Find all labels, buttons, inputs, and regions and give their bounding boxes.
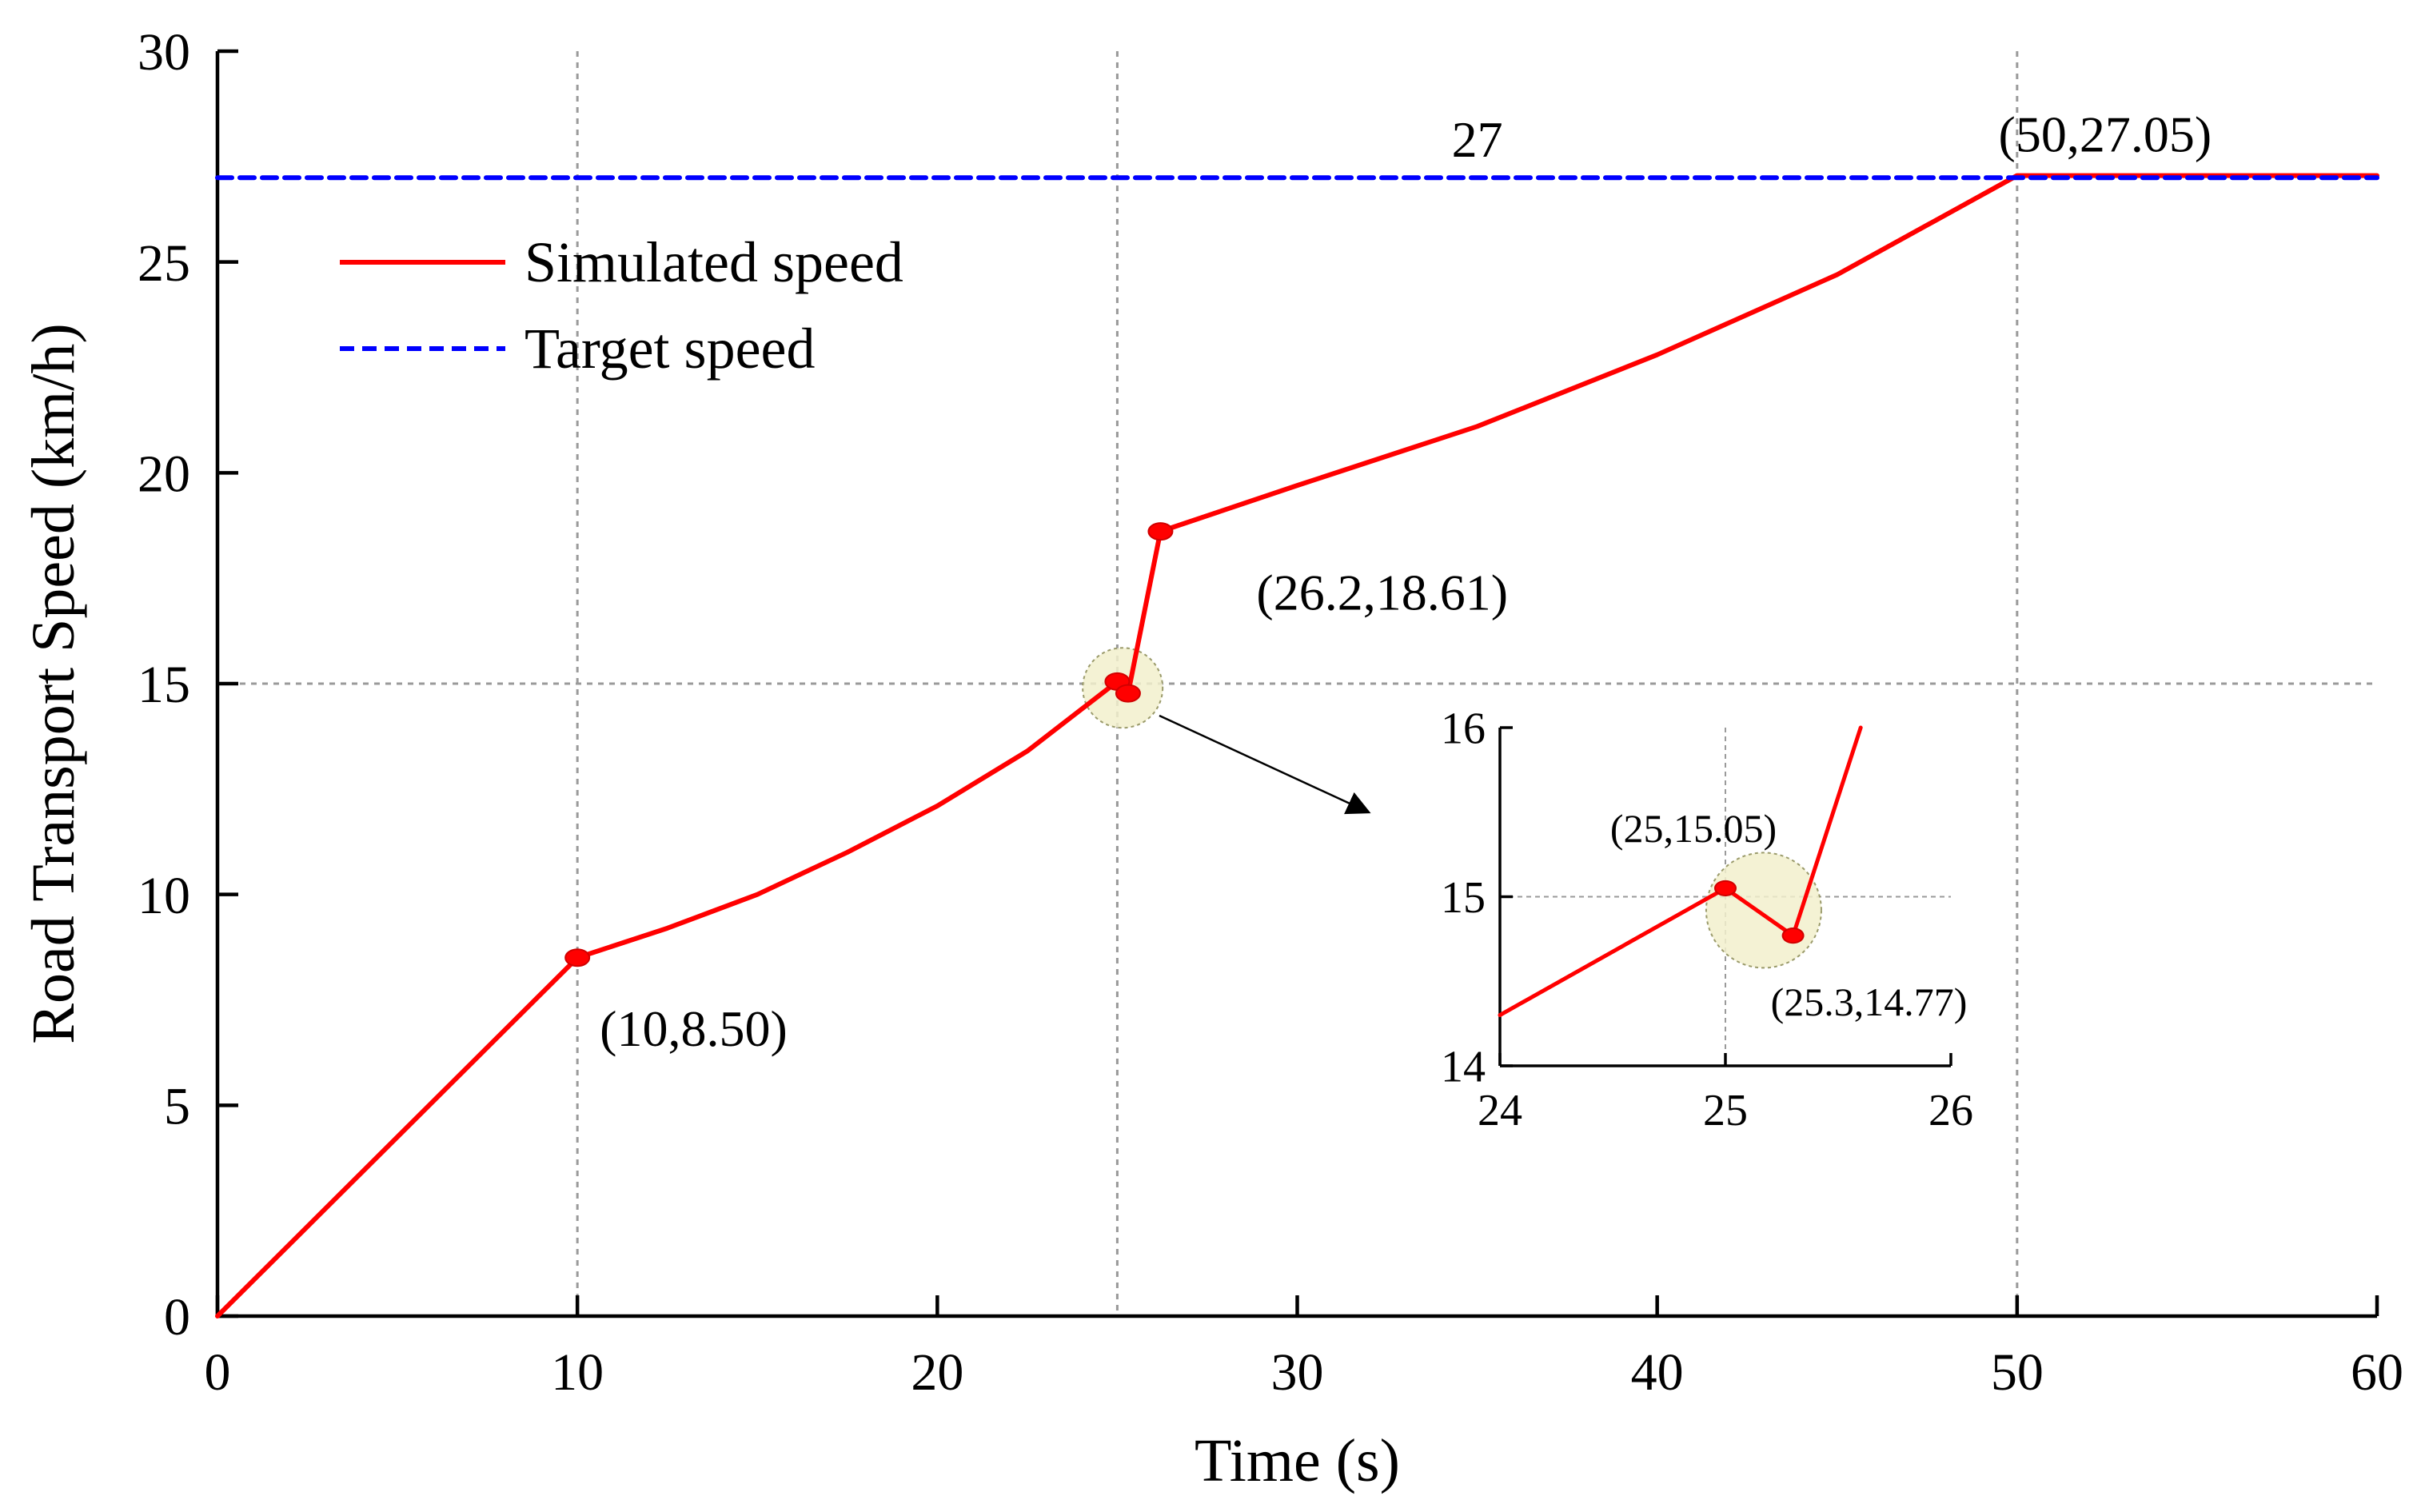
x-tick-label: 60 — [2351, 1343, 2403, 1402]
data-point-marker — [1714, 880, 1737, 897]
x-tick-label: 20 — [911, 1343, 963, 1402]
y-tick-label: 16 — [1441, 704, 1486, 754]
simulated-speed-line — [1498, 725, 1863, 1018]
data-point-marker — [1781, 928, 1805, 944]
data-point-marker — [1147, 522, 1174, 541]
x-tick-label: 10 — [551, 1343, 604, 1402]
y-tick-label: 25 — [138, 234, 190, 293]
x-tick-label: 40 — [1631, 1343, 1684, 1402]
annotation-label: (26.2,18.61) — [1256, 565, 1508, 621]
annotation-label: (50,27.05) — [1999, 106, 2212, 163]
x-tick-label: 24 — [1478, 1086, 1522, 1135]
inset-plot: 24 25 26 14 15 16 (25,15.05) (25.3,14.77) — [1441, 704, 1973, 1135]
y-tick-label: 30 — [138, 23, 190, 82]
y-tick-label: 15 — [1441, 873, 1486, 923]
y-tick-label: 14 — [1441, 1043, 1486, 1092]
inset-annotation-label: (25,15.05) — [1610, 806, 1777, 851]
x-tick-label: 26 — [1928, 1086, 1973, 1135]
inset-annotation-label: (25.3,14.77) — [1771, 979, 1968, 1024]
y-tick-label: 20 — [138, 445, 190, 503]
legend: Simulated speed Target speed — [340, 230, 903, 381]
y-tick-label: 15 — [138, 656, 190, 714]
main-plot: 0 10 20 30 40 50 60 0 5 10 15 20 25 30 (10,8.50) (26.2,… — [20, 23, 2403, 1494]
y-axis-title: Road Transport Speed (km/h) — [20, 323, 87, 1043]
y-tick-label: 5 — [164, 1077, 190, 1135]
zoom-arrow — [1159, 714, 1371, 815]
data-point-marker — [1115, 684, 1141, 703]
x-tick-label: 50 — [1991, 1343, 2044, 1402]
annotation-label: (10,8.50) — [600, 1000, 788, 1057]
zoom-highlight-circle — [1705, 852, 1822, 969]
legend-label: Target speed — [524, 317, 815, 381]
x-axis-title: Time (s) — [1195, 1427, 1400, 1494]
y-tick-label: 0 — [164, 1288, 190, 1346]
x-tick-label: 0 — [205, 1343, 231, 1402]
y-tick-label: 10 — [138, 867, 190, 925]
legend-label: Simulated speed — [524, 230, 903, 294]
data-point-marker — [564, 948, 591, 967]
x-tick-label: 25 — [1703, 1086, 1748, 1135]
annotation-label: 27 — [1452, 111, 1503, 168]
x-tick-label: 30 — [1271, 1343, 1324, 1402]
